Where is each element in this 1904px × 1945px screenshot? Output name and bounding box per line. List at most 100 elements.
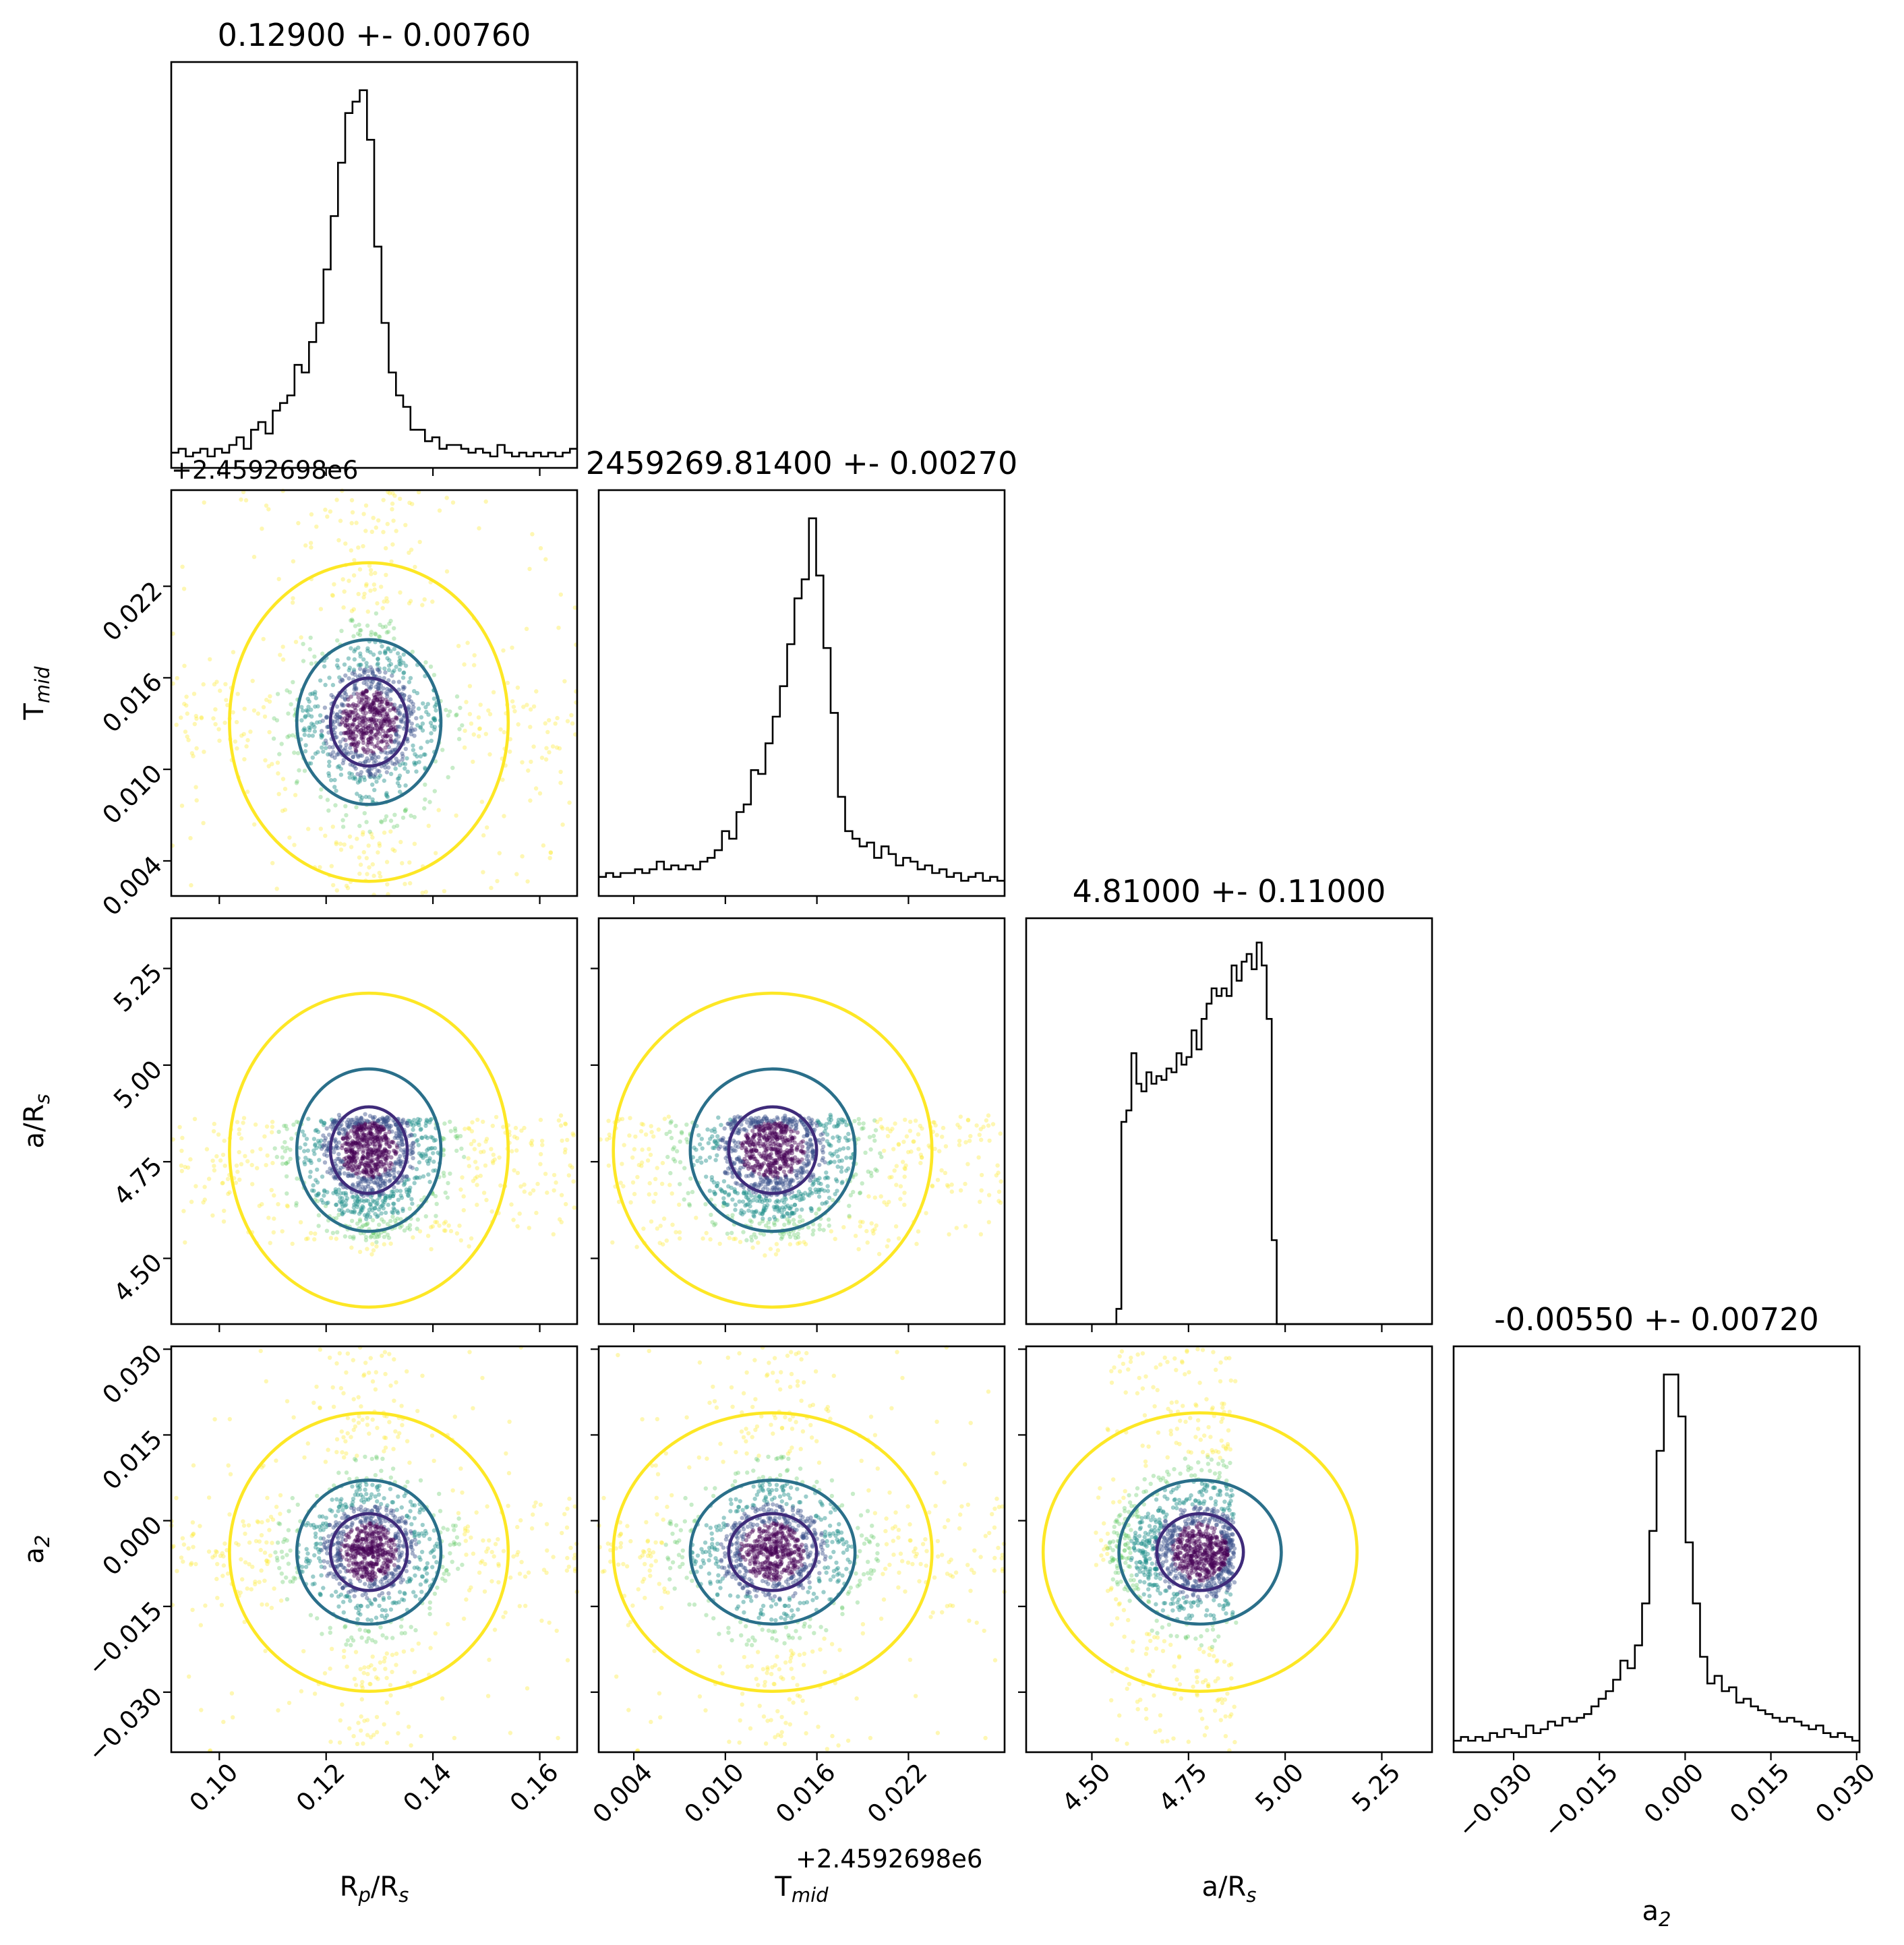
scatter-point (357, 823, 362, 829)
scatter-point (291, 596, 295, 601)
scatter-point (475, 1117, 480, 1123)
scatter-point (958, 1114, 963, 1119)
scatter-point (388, 738, 393, 744)
scatter-point (429, 724, 434, 729)
scatter-point (398, 1147, 403, 1152)
scatter-point (411, 701, 415, 707)
histogram-ars (1026, 941, 1432, 1325)
scatter-point (794, 1147, 800, 1152)
scatter-point (379, 725, 384, 729)
scatter-point (423, 752, 427, 757)
scatter-point (481, 1119, 485, 1125)
scatter-point (515, 1224, 520, 1229)
scatter-point (351, 1117, 355, 1123)
scatter-point (408, 599, 413, 603)
scatter-point (398, 590, 403, 595)
scatter-point (368, 1356, 373, 1360)
scatter-point (308, 1613, 314, 1617)
scatter-point (390, 670, 395, 675)
scatter-point (369, 1252, 374, 1257)
scatter-point (390, 542, 395, 547)
scatter-point (383, 649, 388, 654)
scatter-point (472, 1147, 477, 1151)
scatter-point (394, 738, 398, 742)
scatter-point (363, 1185, 368, 1190)
scatter-point (704, 1174, 709, 1179)
scatter-point (264, 1602, 270, 1607)
scatter-point (387, 622, 392, 626)
scatter-point (352, 558, 357, 563)
scatter-point (263, 758, 268, 762)
scatter-point (363, 688, 369, 694)
scatter-point (354, 711, 359, 716)
scatter-point (425, 1571, 429, 1576)
scatter-point (550, 744, 556, 749)
scatter-point (353, 702, 358, 708)
scatter-point (548, 850, 554, 856)
scatter-point (376, 686, 380, 691)
scatter-point (655, 1226, 659, 1231)
scatter-point (322, 1143, 327, 1147)
scatter-point (391, 680, 396, 684)
scatter-point (767, 1164, 772, 1169)
scatter-point (316, 1224, 321, 1228)
scatter-point (384, 770, 389, 775)
scatter-point (249, 1587, 254, 1592)
scatter-point (361, 735, 366, 740)
scatter-point (967, 1139, 972, 1143)
scatter-point (374, 723, 378, 727)
scatter-point (762, 1144, 767, 1149)
scatter-point (332, 730, 337, 735)
scatter-point (294, 1203, 299, 1208)
scatter-point (368, 705, 373, 710)
scatter-point (674, 1149, 680, 1154)
scatter-point (363, 717, 368, 722)
scatter-point (268, 694, 272, 699)
scatter-point (353, 1650, 359, 1654)
scatter-point (407, 1133, 412, 1139)
scatter-point (473, 1160, 478, 1164)
scatter-point (761, 1178, 766, 1184)
scatter-point (410, 1166, 415, 1170)
y-tick-label: 5.25 (108, 958, 168, 1018)
scatter-point (538, 546, 543, 551)
scatter-point (547, 1620, 552, 1625)
scatter-point (456, 644, 461, 649)
scatter-point (432, 1159, 436, 1164)
scatter-point (802, 1191, 808, 1195)
scatter-point (394, 717, 399, 721)
scatter-point (303, 1142, 307, 1147)
scatter-point (419, 746, 423, 750)
scatter-point (423, 1214, 428, 1219)
scatter-point (320, 733, 324, 738)
scatter-point (400, 861, 405, 866)
scatter-point (385, 742, 390, 747)
scatter-point (367, 709, 372, 715)
scatter-point (337, 1207, 342, 1212)
scatter-point (810, 1152, 816, 1158)
scatter-point (394, 823, 400, 829)
scatter-point (313, 1231, 318, 1236)
scatter-point (266, 507, 271, 512)
scatter-point (670, 1191, 674, 1196)
scatter-point (411, 1156, 415, 1161)
scatter-point (429, 1247, 434, 1252)
scatter-point (175, 676, 179, 681)
scatter-point (364, 664, 369, 669)
scatter-point (846, 1131, 851, 1137)
panel-frame (170, 61, 578, 469)
scatter-point (410, 1201, 415, 1206)
title-rp: 0.12900 +- 0.00760 (218, 17, 531, 53)
scatter-point (632, 1147, 637, 1151)
scatter-point (800, 1139, 806, 1144)
scatter-point (490, 1123, 495, 1129)
scatter-point (442, 1221, 446, 1226)
scatter-point (340, 577, 345, 582)
scatter-point (750, 1245, 755, 1250)
scatter-point (336, 1187, 341, 1192)
scatter-point (335, 658, 340, 663)
scatter-point (752, 1133, 757, 1137)
scatter-point (367, 1431, 371, 1436)
scatter-point (489, 885, 494, 891)
scatter-point (361, 729, 366, 734)
